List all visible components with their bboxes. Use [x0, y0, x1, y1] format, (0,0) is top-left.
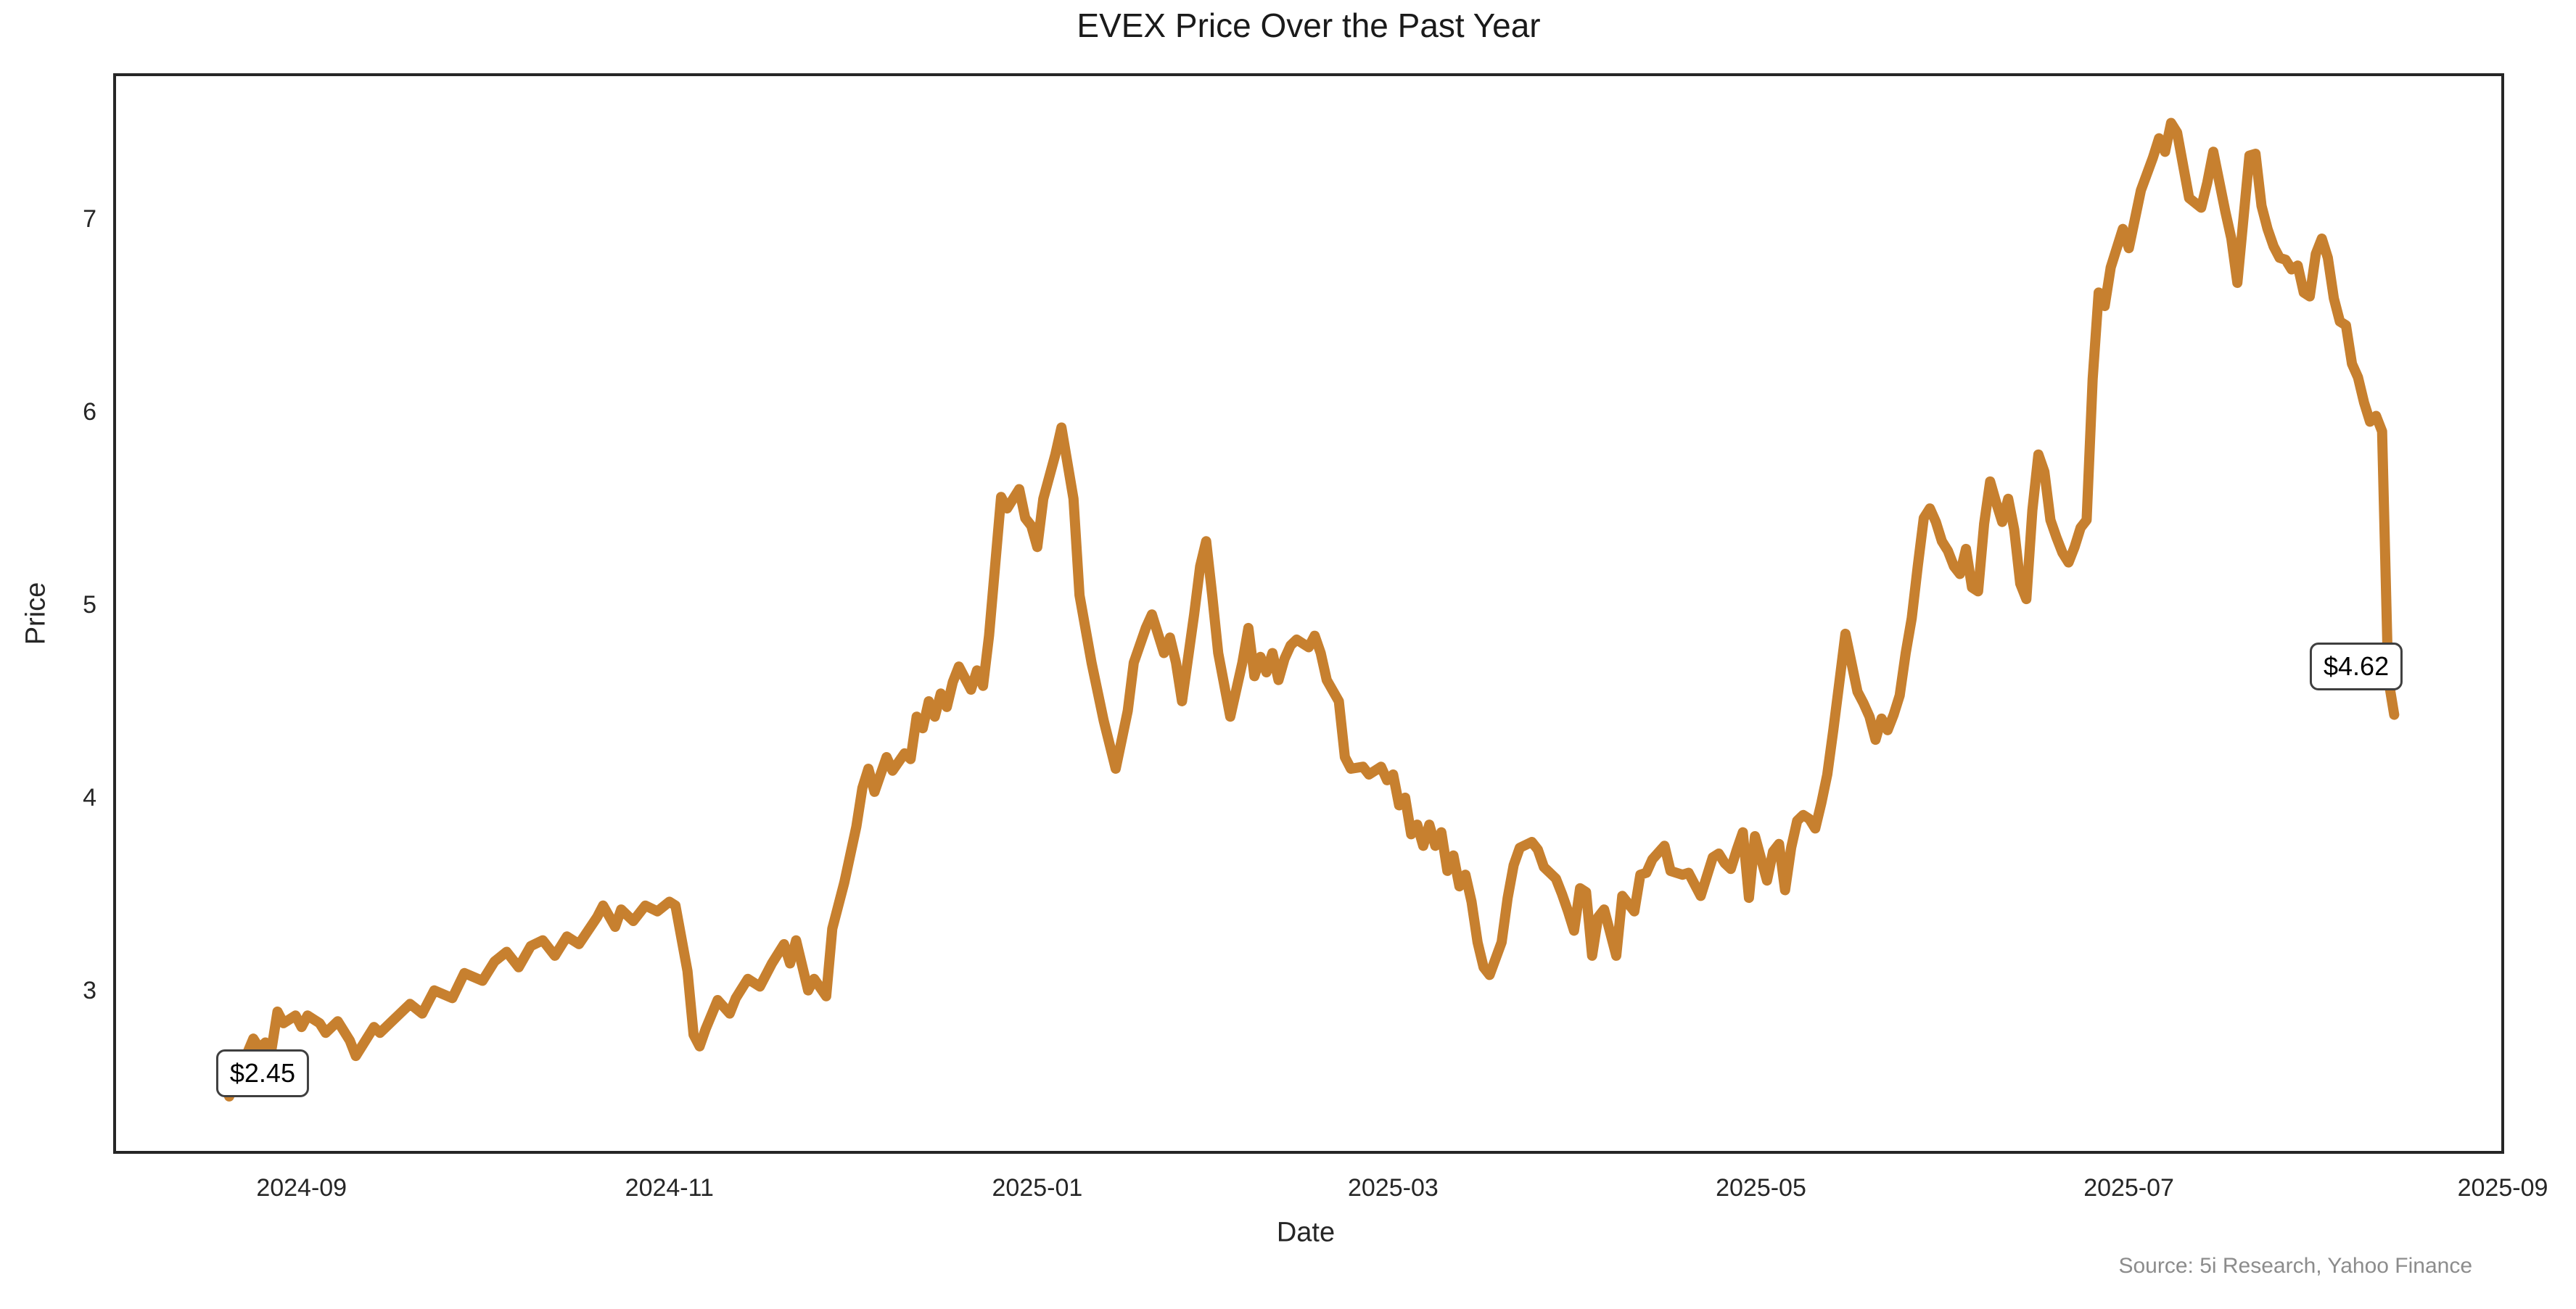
chart-title: EVEX Price Over the Past Year — [1077, 7, 1541, 44]
x-axis-label: Date — [1276, 1217, 1336, 1248]
x-tick-label: 2025-09 — [2457, 1174, 2548, 1202]
x-tick-label: 2025-03 — [1347, 1174, 1439, 1202]
x-tick-label: 2024-11 — [625, 1174, 714, 1202]
price-annotation: $4.62 — [2310, 643, 2403, 691]
source-note: Source: 5i Research, Yahoo Finance — [2118, 1254, 2472, 1278]
y-tick-label: 6 — [83, 398, 96, 426]
x-tick-label: 2025-01 — [992, 1174, 1083, 1202]
plot-border — [113, 73, 2504, 1154]
y-tick-label: 4 — [83, 783, 96, 812]
y-tick-label: 5 — [83, 591, 96, 619]
y-tick-label: 7 — [83, 205, 96, 234]
price-annotation: $2.45 — [215, 1049, 309, 1097]
x-tick-label: 2025-05 — [1716, 1174, 1806, 1202]
price-line-series — [223, 117, 2400, 1102]
x-tick-label: 2025-07 — [2083, 1174, 2174, 1202]
y-tick-label: 3 — [83, 976, 96, 1004]
x-tick-label: 2024-09 — [256, 1174, 347, 1202]
